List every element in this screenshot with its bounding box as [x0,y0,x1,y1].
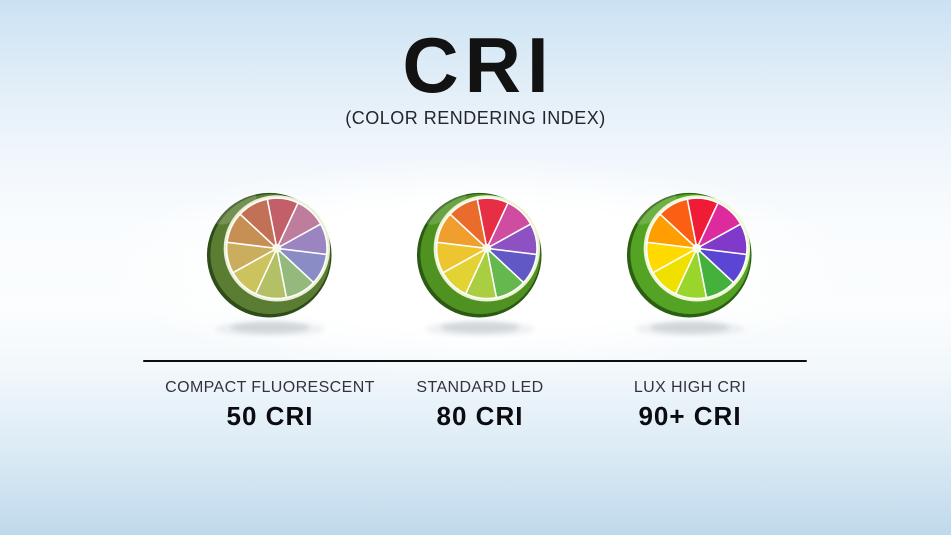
page-title: CRI [402,21,555,109]
labels-row: COMPACT FLUORESCENT 50 CRI STANDARD LED … [165,379,795,432]
label-lux-high-cri: LUX HIGH CRI 90+ CRI [585,379,795,432]
lime-color-wheel-icon [626,192,752,337]
light-source-label: LUX HIGH CRI [633,379,747,396]
cri-value: 90+ CRI [638,401,742,431]
limes-row [165,180,795,338]
lime-column-compact-fluorescent [165,180,375,338]
cri-value: 80 CRI [436,401,524,431]
page-subtitle: (COLOR RENDERING INDEX) [345,108,606,128]
lime-color-wheel-icon [416,192,542,337]
light-source-label: COMPACT FLUORESCENT [165,379,375,396]
label-standard-led: STANDARD LED 80 CRI [375,379,585,432]
light-source-label: STANDARD LED [416,379,544,396]
divider-line [143,360,807,362]
header: CRI (COLOR RENDERING INDEX) [0,26,951,129]
label-compact-fluorescent: COMPACT FLUORESCENT 50 CRI [165,379,375,432]
lime-column-lux-high-cri [585,180,795,338]
cri-value: 50 CRI [226,401,314,431]
lime-color-wheel-icon [206,192,332,337]
lime-column-standard-led [375,180,585,338]
